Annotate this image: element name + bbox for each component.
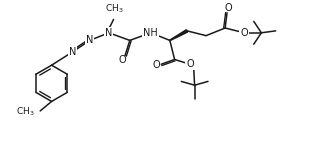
Text: N: N bbox=[105, 28, 113, 38]
Text: O: O bbox=[153, 60, 160, 70]
Text: N: N bbox=[69, 47, 76, 57]
Text: N: N bbox=[86, 35, 94, 45]
Text: NH: NH bbox=[144, 28, 158, 38]
Text: O: O bbox=[118, 55, 126, 65]
Text: CH$_3$: CH$_3$ bbox=[105, 2, 124, 15]
Text: O: O bbox=[224, 3, 232, 13]
Text: CH$_3$: CH$_3$ bbox=[16, 106, 34, 118]
Text: O: O bbox=[240, 28, 248, 38]
Text: O: O bbox=[186, 59, 194, 69]
Polygon shape bbox=[170, 30, 188, 41]
